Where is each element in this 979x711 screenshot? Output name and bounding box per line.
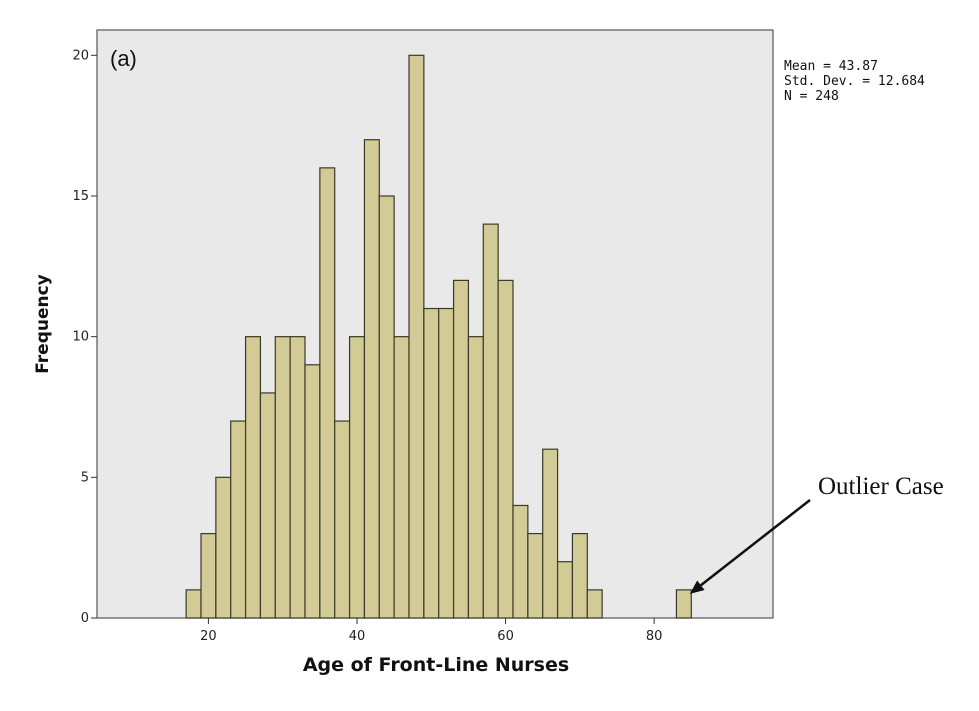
histogram-bar xyxy=(512,504,529,619)
x-tick-label: 60 xyxy=(497,629,514,644)
histogram-bar xyxy=(542,448,559,619)
x-tick-label: 20 xyxy=(200,629,217,644)
histogram-bar xyxy=(363,139,380,619)
stats-mean: Mean = 43.87 xyxy=(784,59,878,74)
stats-std-dev: Std. Dev. = 12.684 xyxy=(784,74,925,89)
stats-n: N = 248 xyxy=(784,89,839,104)
stats-box: Mean = 43.87 Std. Dev. = 12.684 N = 248 xyxy=(784,59,925,104)
y-tick-label: 10 xyxy=(72,330,89,345)
histogram-bar xyxy=(244,336,262,619)
histogram-bar xyxy=(348,336,366,619)
histogram-bar xyxy=(586,589,603,619)
histogram-bar xyxy=(185,589,202,619)
histogram-bar xyxy=(230,420,247,619)
histogram-bar xyxy=(259,392,276,619)
histogram-bar xyxy=(274,336,291,619)
y-tick-label: 20 xyxy=(72,48,89,63)
y-tick-label: 5 xyxy=(81,470,89,485)
histogram-bar xyxy=(408,54,425,619)
x-axis: 20 40 60 80 xyxy=(200,618,662,644)
histogram-bar xyxy=(527,532,544,619)
bars-group xyxy=(185,54,692,619)
histogram-bar xyxy=(289,336,306,619)
x-tick-label: 40 xyxy=(349,629,366,644)
histogram-bar xyxy=(423,307,440,619)
histogram-bar xyxy=(393,336,410,619)
histogram-bar xyxy=(571,532,588,619)
histogram-bar xyxy=(215,476,232,619)
histogram-bar xyxy=(334,420,351,619)
histogram-bar xyxy=(497,279,514,619)
histogram-bar xyxy=(378,195,395,619)
outlier-arrow xyxy=(689,499,811,594)
histogram-bar xyxy=(438,307,455,619)
panel-label: (a) xyxy=(110,46,137,71)
y-tick-label: 15 xyxy=(72,189,89,204)
outlier-annotation: Outlier Case xyxy=(818,473,944,500)
histogram-bar xyxy=(452,279,470,619)
arrow-head xyxy=(689,580,705,594)
histogram-bar xyxy=(556,561,574,619)
histogram-bar xyxy=(319,167,336,619)
arrow-shaft xyxy=(700,499,811,587)
histogram-bar xyxy=(675,589,692,619)
y-axis: 0 5 10 15 20 xyxy=(72,48,97,626)
y-axis-label: Frequency xyxy=(33,274,53,374)
histogram-bar xyxy=(304,364,321,619)
histogram-bar xyxy=(200,532,217,619)
histogram-bar xyxy=(482,223,499,619)
histogram-bar xyxy=(467,336,484,619)
x-tick-label: 80 xyxy=(646,629,663,644)
y-tick-label: 0 xyxy=(81,611,89,626)
x-axis-label: Age of Front-Line Nurses xyxy=(303,654,569,676)
